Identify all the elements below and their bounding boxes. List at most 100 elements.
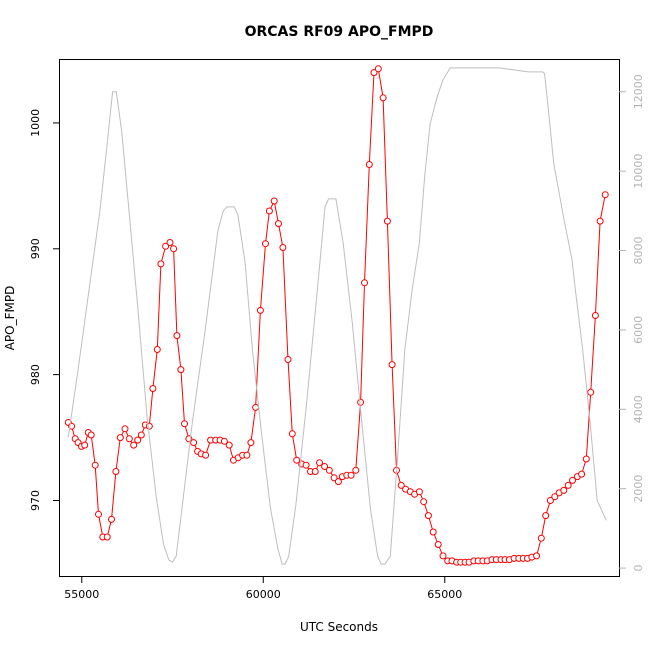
data-point (578, 470, 586, 478)
y2-tick-label: 2000 (632, 475, 645, 503)
data-point (321, 463, 329, 470)
data-point (256, 306, 264, 314)
data-point (265, 207, 273, 215)
data-point (569, 476, 576, 484)
data-point (587, 388, 595, 396)
left-axis: 970 980 990 1000 (29, 109, 60, 511)
data-point (153, 346, 161, 353)
y-tick-label: 1000 (29, 109, 42, 137)
data-point (383, 217, 391, 225)
data-point (537, 534, 545, 542)
data-point (325, 466, 333, 474)
data-point (288, 430, 296, 438)
y-tick-label: 970 (29, 490, 42, 511)
y-tick-label: 980 (29, 364, 42, 385)
y-axis-label: APO_FMPD (3, 286, 17, 351)
apo-series-line (67, 67, 606, 563)
data-point (370, 69, 378, 77)
chart-title: ORCAS RF09 APO_FMPD (245, 24, 434, 40)
data-point (316, 459, 323, 467)
data-point (388, 361, 396, 369)
data-point (275, 220, 282, 228)
data-point (352, 466, 360, 474)
data-point (357, 398, 365, 406)
data-point (551, 493, 559, 501)
right-axis: 0 2000 4000 6000 8000 10000 12000 (619, 74, 645, 572)
data-point (365, 161, 373, 168)
x-axis-label: UTC Seconds (300, 620, 378, 634)
data-point (103, 533, 111, 541)
data-point (202, 451, 210, 459)
y-tick-label: 990 (29, 238, 42, 259)
y2-tick-label: 0 (632, 565, 645, 572)
data-point (225, 441, 233, 449)
data-point (279, 244, 287, 251)
data-point (596, 217, 604, 225)
data-point (81, 441, 89, 449)
data-point (420, 498, 428, 506)
y2-tick-label: 10000 (632, 154, 645, 189)
data-point (149, 385, 157, 392)
data-point (157, 260, 165, 268)
y2-tick-label: 6000 (632, 316, 645, 344)
data-point (564, 481, 572, 489)
data-point (137, 431, 145, 439)
y2-tick-label: 8000 (632, 237, 645, 265)
data-point (162, 242, 170, 250)
data-point (270, 197, 278, 205)
data-point (374, 65, 382, 73)
plot-area (59, 59, 620, 577)
data-point (397, 481, 405, 489)
data-point (334, 478, 342, 486)
data-point (116, 434, 124, 442)
data-point (91, 461, 99, 469)
data-point (177, 366, 185, 374)
data-point (130, 441, 138, 449)
data-point (293, 456, 301, 464)
data-point (252, 403, 260, 411)
data-point (415, 488, 423, 496)
data-point (601, 191, 609, 199)
data-point (87, 431, 95, 439)
data-point (112, 468, 120, 475)
data-point (121, 425, 129, 433)
data-point (434, 541, 442, 548)
data-point (582, 455, 590, 463)
data-point (190, 439, 198, 447)
altitude-series-line (67, 67, 607, 565)
data-point (311, 468, 319, 475)
data-point (170, 245, 178, 253)
data-point (108, 515, 115, 523)
data-point (347, 471, 355, 479)
y2-tick-label: 4000 (632, 395, 645, 423)
data-point (181, 420, 188, 428)
data-point (220, 437, 228, 445)
data-point (439, 552, 447, 560)
data-point (302, 461, 310, 469)
data-point (95, 510, 102, 518)
data-point (284, 356, 292, 363)
data-point (546, 497, 554, 504)
data-point (134, 436, 142, 444)
data-point (125, 435, 133, 443)
data-point (533, 552, 541, 560)
y2-tick-label: 12000 (632, 74, 645, 109)
data-point (243, 451, 251, 459)
data-point (361, 279, 368, 287)
data-point (560, 486, 568, 494)
data-point (145, 422, 153, 430)
bottom-axis: 55000 60000 65000 (64, 576, 462, 601)
data-point (424, 512, 432, 520)
data-point (379, 94, 387, 102)
data-point (330, 474, 338, 482)
data-point (542, 512, 550, 520)
data-point (247, 439, 255, 447)
x-tick-label: 65000 (427, 588, 462, 601)
x-tick-label: 55000 (64, 588, 99, 601)
series-layer (64, 65, 609, 566)
data-point (166, 239, 174, 246)
data-point (262, 240, 269, 248)
data-point (429, 528, 437, 536)
data-point (173, 332, 181, 340)
